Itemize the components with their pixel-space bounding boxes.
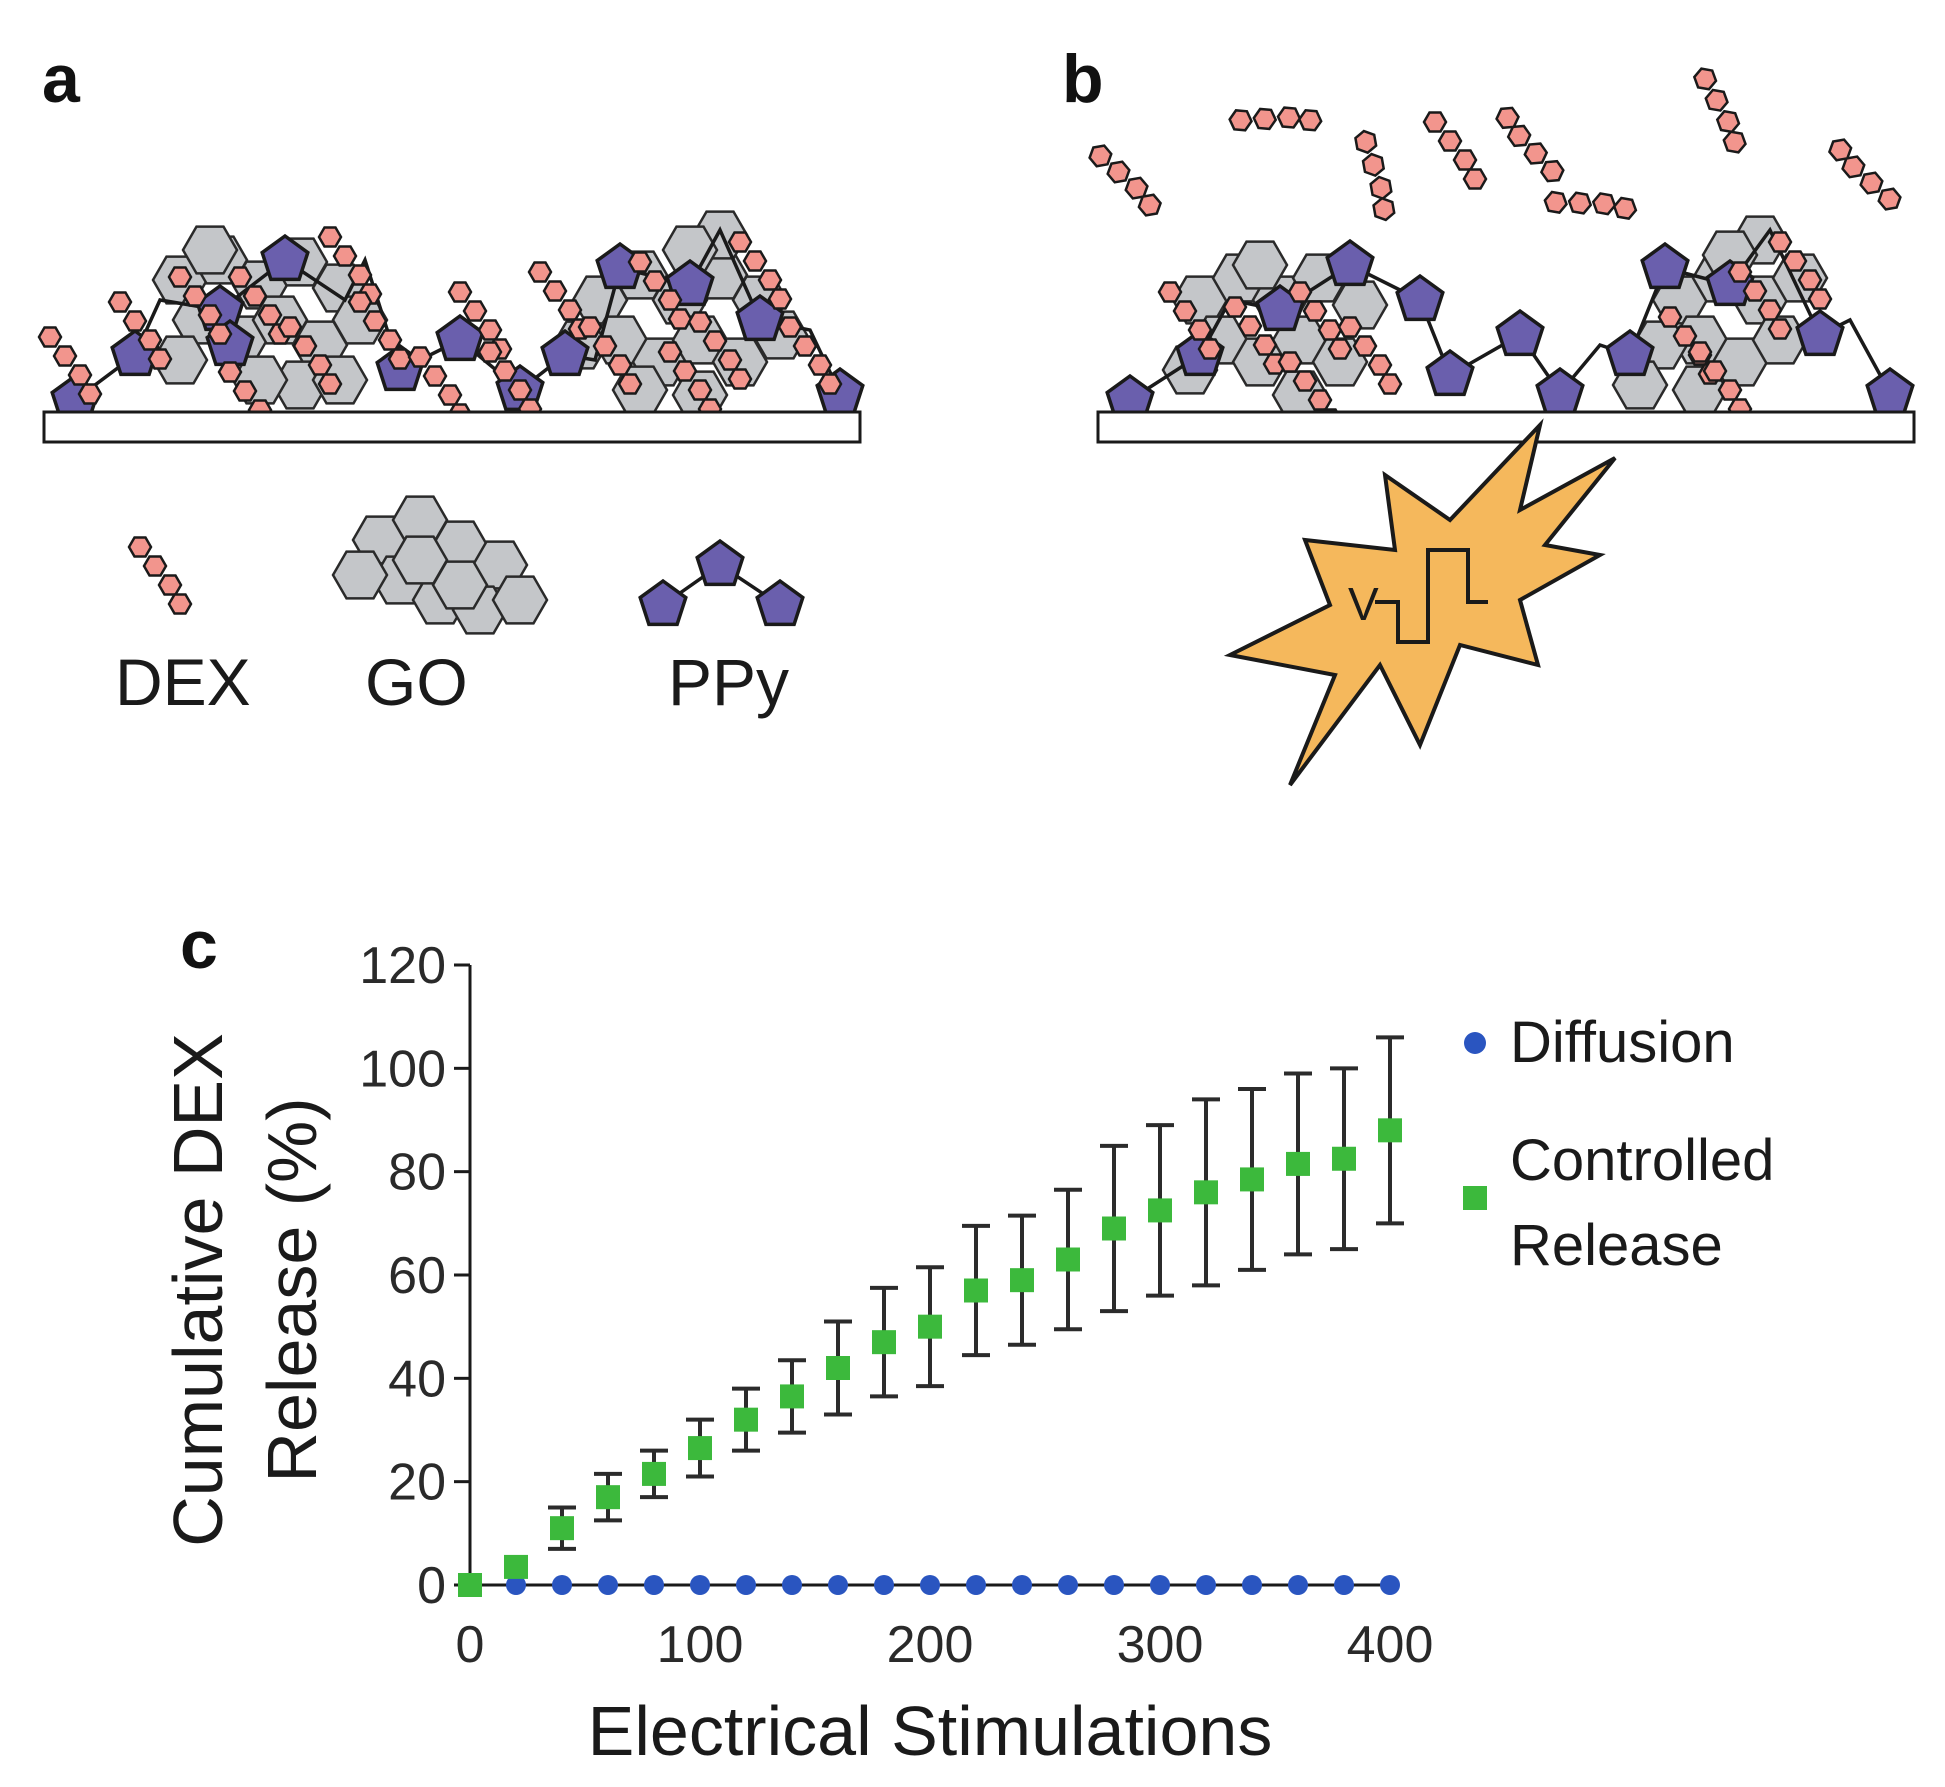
- legend-controlled-marker: [1463, 1186, 1487, 1210]
- y-tick-label: 40: [388, 1350, 446, 1408]
- diffusion-point: [1150, 1575, 1170, 1595]
- panel-a: a: [37, 41, 865, 719]
- y-axis-title-line-1: Cumulative DEX: [159, 1033, 237, 1547]
- controlled-release-point: [1148, 1198, 1172, 1223]
- legend-diffusion-marker: [1464, 1032, 1486, 1054]
- controlled-release-point: [504, 1554, 528, 1579]
- pulse-voltage-label: V: [1348, 578, 1379, 630]
- chart-axes: [454, 963, 1390, 1587]
- controlled-release-point: [1286, 1151, 1310, 1176]
- diffusion-point: [966, 1575, 986, 1595]
- controlled-release-point: [1102, 1216, 1126, 1241]
- diffusion-point: [1242, 1575, 1262, 1595]
- y-axis-title: Cumulative DEX Release (%): [159, 1033, 331, 1547]
- diffusion-point: [1196, 1575, 1216, 1595]
- diffusion-point: [828, 1575, 848, 1595]
- y-tick-label: 80: [388, 1144, 446, 1202]
- diffusion-point: [690, 1575, 710, 1595]
- legend-ppy-label: PPy: [668, 645, 789, 719]
- y-tick-label: 100: [359, 1040, 446, 1098]
- y-tick-label: 60: [388, 1247, 446, 1305]
- x-tick-label: 100: [657, 1616, 744, 1674]
- pulse-waveform-icon: [1375, 548, 1488, 644]
- legend-controlled-label-line-2: Release: [1510, 1213, 1723, 1278]
- panel-a-label: a: [42, 41, 81, 117]
- panel-b-label: b: [1062, 41, 1104, 117]
- panel-b: b: [1062, 41, 1916, 787]
- diffusion-point: [552, 1575, 572, 1595]
- diffusion-point: [598, 1575, 618, 1595]
- chart-legend: Diffusion Controlled Release: [1463, 1010, 1774, 1278]
- controlled-release-point: [1240, 1167, 1264, 1192]
- controlled-release-point: [642, 1461, 666, 1486]
- controlled-release-point: [1332, 1146, 1356, 1171]
- legend-dex-label: DEX: [115, 645, 251, 719]
- controlled-release-point: [872, 1330, 896, 1355]
- go-icon: [331, 495, 549, 635]
- controlled-release-point: [688, 1436, 712, 1461]
- diffusion-point: [782, 1575, 802, 1595]
- y-tick-label: 120: [359, 937, 446, 995]
- panel-b-substrate: [1096, 410, 1916, 444]
- controlled-release-point: [1378, 1118, 1402, 1143]
- diffusion-point: [1288, 1575, 1308, 1595]
- diffusion-point: [1058, 1575, 1078, 1595]
- controlled-release-point: [734, 1407, 758, 1432]
- diffusion-point: [506, 1575, 526, 1595]
- diffusion-point: [644, 1575, 664, 1595]
- legend-dex-item: DEX: [115, 536, 251, 719]
- x-tick-label: 0: [456, 1616, 485, 1674]
- controlled-release-point: [1056, 1247, 1080, 1272]
- ppy-icon: [638, 539, 805, 627]
- controlled-release-point: [964, 1278, 988, 1303]
- legend-ppy-item: PPy: [638, 539, 805, 719]
- diffusion-point: [1104, 1575, 1124, 1595]
- chart-plot-area: [458, 1035, 1404, 1597]
- panel-a-substrate: [42, 410, 862, 444]
- panel-c-label: c: [180, 907, 218, 983]
- electrical-pulse-burst: V: [1223, 418, 1617, 787]
- controlled-release-point: [1010, 1268, 1034, 1293]
- panel-c: c Cumulative DEX Release (%) Electrical …: [159, 907, 1774, 1770]
- x-tick-label: 300: [1117, 1616, 1204, 1674]
- legend-controlled-label-line-1: Controlled: [1510, 1128, 1774, 1193]
- legend-diffusion-label: Diffusion: [1510, 1010, 1735, 1075]
- dex-icon: [127, 536, 193, 615]
- controlled-release-point: [918, 1314, 942, 1339]
- legend-go-item: GO: [331, 495, 549, 719]
- diffusion-point: [920, 1575, 940, 1595]
- controlled-release-point: [1194, 1180, 1218, 1205]
- controlled-release-point: [596, 1485, 620, 1510]
- x-tick-label: 200: [887, 1616, 974, 1674]
- controlled-release-point: [780, 1384, 804, 1409]
- legend-go-label: GO: [365, 645, 468, 719]
- x-axis-title: Electrical Stimulations: [588, 1692, 1273, 1770]
- controlled-release-point: [550, 1516, 574, 1541]
- controlled-release-point: [826, 1356, 850, 1380]
- y-tick-label: 20: [388, 1454, 446, 1512]
- chart-tick-labels: 0 20 40 60 80 100 120 0 100 200 300 400: [359, 937, 1433, 1674]
- diffusion-point: [1012, 1575, 1032, 1595]
- diffusion-point: [1334, 1575, 1354, 1595]
- y-tick-label: 0: [417, 1557, 446, 1615]
- x-tick-label: 400: [1347, 1616, 1434, 1674]
- diffusion-point: [874, 1575, 894, 1595]
- burst-icon: [1223, 418, 1617, 787]
- diffusion-point: [1380, 1575, 1400, 1595]
- y-axis-title-line-2: Release (%): [253, 1097, 331, 1482]
- controlled-release-point: [458, 1573, 482, 1597]
- diffusion-point: [736, 1575, 756, 1595]
